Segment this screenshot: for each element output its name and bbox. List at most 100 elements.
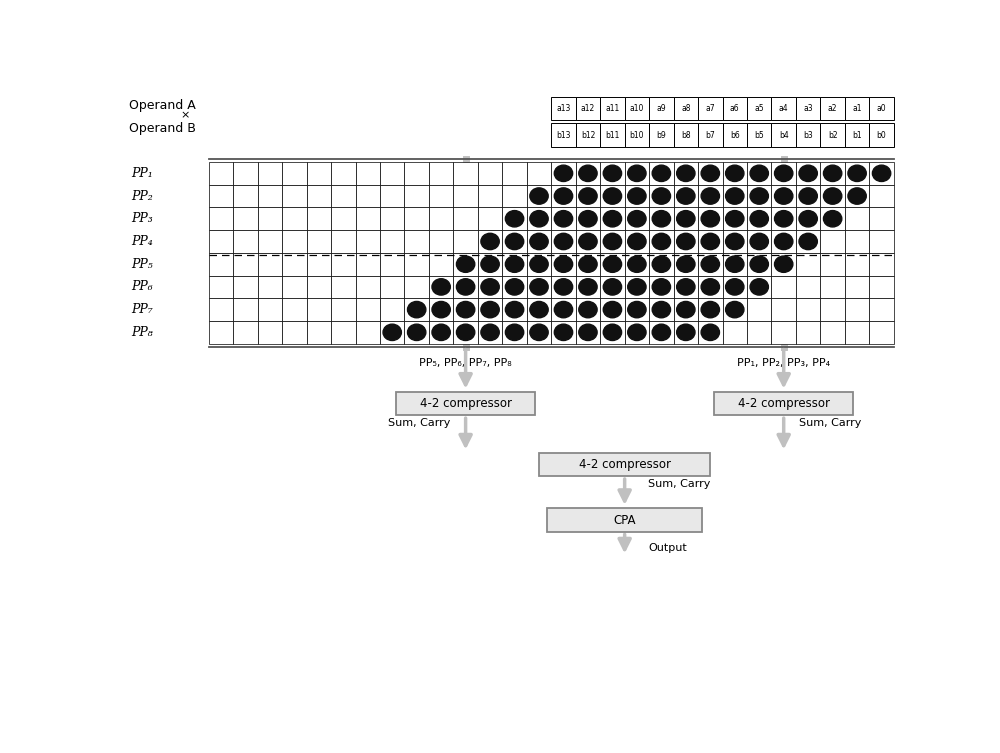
Bar	[380, 184, 404, 207]
Bar	[845, 123, 869, 148]
Bar	[502, 207, 527, 230]
Ellipse shape	[579, 279, 597, 295]
Bar	[747, 230, 771, 253]
Bar	[771, 276, 796, 298]
Bar	[649, 162, 674, 184]
Text: a8: a8	[681, 104, 691, 113]
Bar	[576, 298, 600, 321]
Ellipse shape	[701, 187, 719, 204]
Ellipse shape	[799, 187, 817, 204]
Ellipse shape	[750, 165, 768, 181]
Bar	[233, 253, 258, 276]
Text: 4-2 compressor: 4-2 compressor	[738, 398, 830, 410]
Ellipse shape	[677, 187, 695, 204]
Bar	[698, 123, 723, 148]
Bar	[551, 184, 576, 207]
Bar	[649, 321, 674, 343]
Bar	[845, 276, 869, 298]
Ellipse shape	[530, 211, 548, 227]
Bar	[356, 230, 380, 253]
Bar	[331, 184, 356, 207]
Bar	[356, 253, 380, 276]
Bar	[869, 253, 894, 276]
Bar	[209, 230, 233, 253]
Bar	[233, 276, 258, 298]
Bar	[429, 230, 453, 253]
Bar	[282, 321, 307, 343]
Ellipse shape	[726, 211, 744, 227]
Bar	[845, 96, 869, 120]
Bar	[429, 207, 453, 230]
Ellipse shape	[726, 279, 744, 295]
Bar	[429, 253, 453, 276]
Ellipse shape	[677, 301, 695, 318]
Bar	[820, 298, 845, 321]
Ellipse shape	[481, 279, 499, 295]
Text: b6: b6	[730, 131, 740, 140]
Bar	[674, 184, 698, 207]
Bar	[282, 207, 307, 230]
Ellipse shape	[456, 301, 475, 318]
Bar	[600, 298, 625, 321]
Ellipse shape	[554, 211, 573, 227]
Bar	[356, 207, 380, 230]
Bar	[478, 207, 502, 230]
Text: b3: b3	[803, 131, 813, 140]
Bar	[625, 298, 649, 321]
Ellipse shape	[603, 301, 622, 318]
Bar	[527, 321, 551, 343]
Text: a9: a9	[657, 104, 666, 113]
Ellipse shape	[726, 165, 744, 181]
Bar	[698, 230, 723, 253]
Bar	[576, 276, 600, 298]
Bar	[625, 123, 649, 148]
Bar	[747, 298, 771, 321]
Bar	[307, 321, 331, 343]
Bar	[820, 230, 845, 253]
Bar	[282, 162, 307, 184]
Bar	[527, 162, 551, 184]
Bar	[698, 298, 723, 321]
Bar	[625, 162, 649, 184]
Bar	[723, 230, 747, 253]
Ellipse shape	[652, 165, 671, 181]
Bar	[796, 230, 820, 253]
Bar	[380, 253, 404, 276]
Ellipse shape	[652, 233, 671, 250]
Bar	[771, 162, 796, 184]
Bar	[331, 321, 356, 343]
Bar	[539, 453, 710, 476]
Bar	[209, 253, 233, 276]
Text: a6: a6	[730, 104, 740, 113]
Bar	[209, 207, 233, 230]
Bar	[576, 184, 600, 207]
Ellipse shape	[726, 233, 744, 250]
Ellipse shape	[530, 233, 548, 250]
Bar	[796, 298, 820, 321]
Bar	[551, 207, 576, 230]
Bar	[845, 298, 869, 321]
Bar	[600, 230, 625, 253]
Bar	[845, 207, 869, 230]
Bar	[600, 162, 625, 184]
Ellipse shape	[652, 211, 671, 227]
Bar	[551, 276, 576, 298]
Ellipse shape	[530, 256, 548, 273]
Ellipse shape	[628, 233, 646, 250]
Ellipse shape	[799, 233, 817, 250]
Bar	[771, 207, 796, 230]
Ellipse shape	[481, 324, 499, 340]
Bar	[698, 276, 723, 298]
Bar	[625, 230, 649, 253]
Bar	[674, 96, 698, 120]
Bar	[747, 184, 771, 207]
Bar	[820, 253, 845, 276]
Bar	[380, 298, 404, 321]
Ellipse shape	[603, 233, 622, 250]
Bar	[796, 321, 820, 343]
Bar	[453, 298, 478, 321]
Bar	[674, 321, 698, 343]
Bar	[502, 253, 527, 276]
Text: a4: a4	[779, 104, 789, 113]
Ellipse shape	[628, 301, 646, 318]
